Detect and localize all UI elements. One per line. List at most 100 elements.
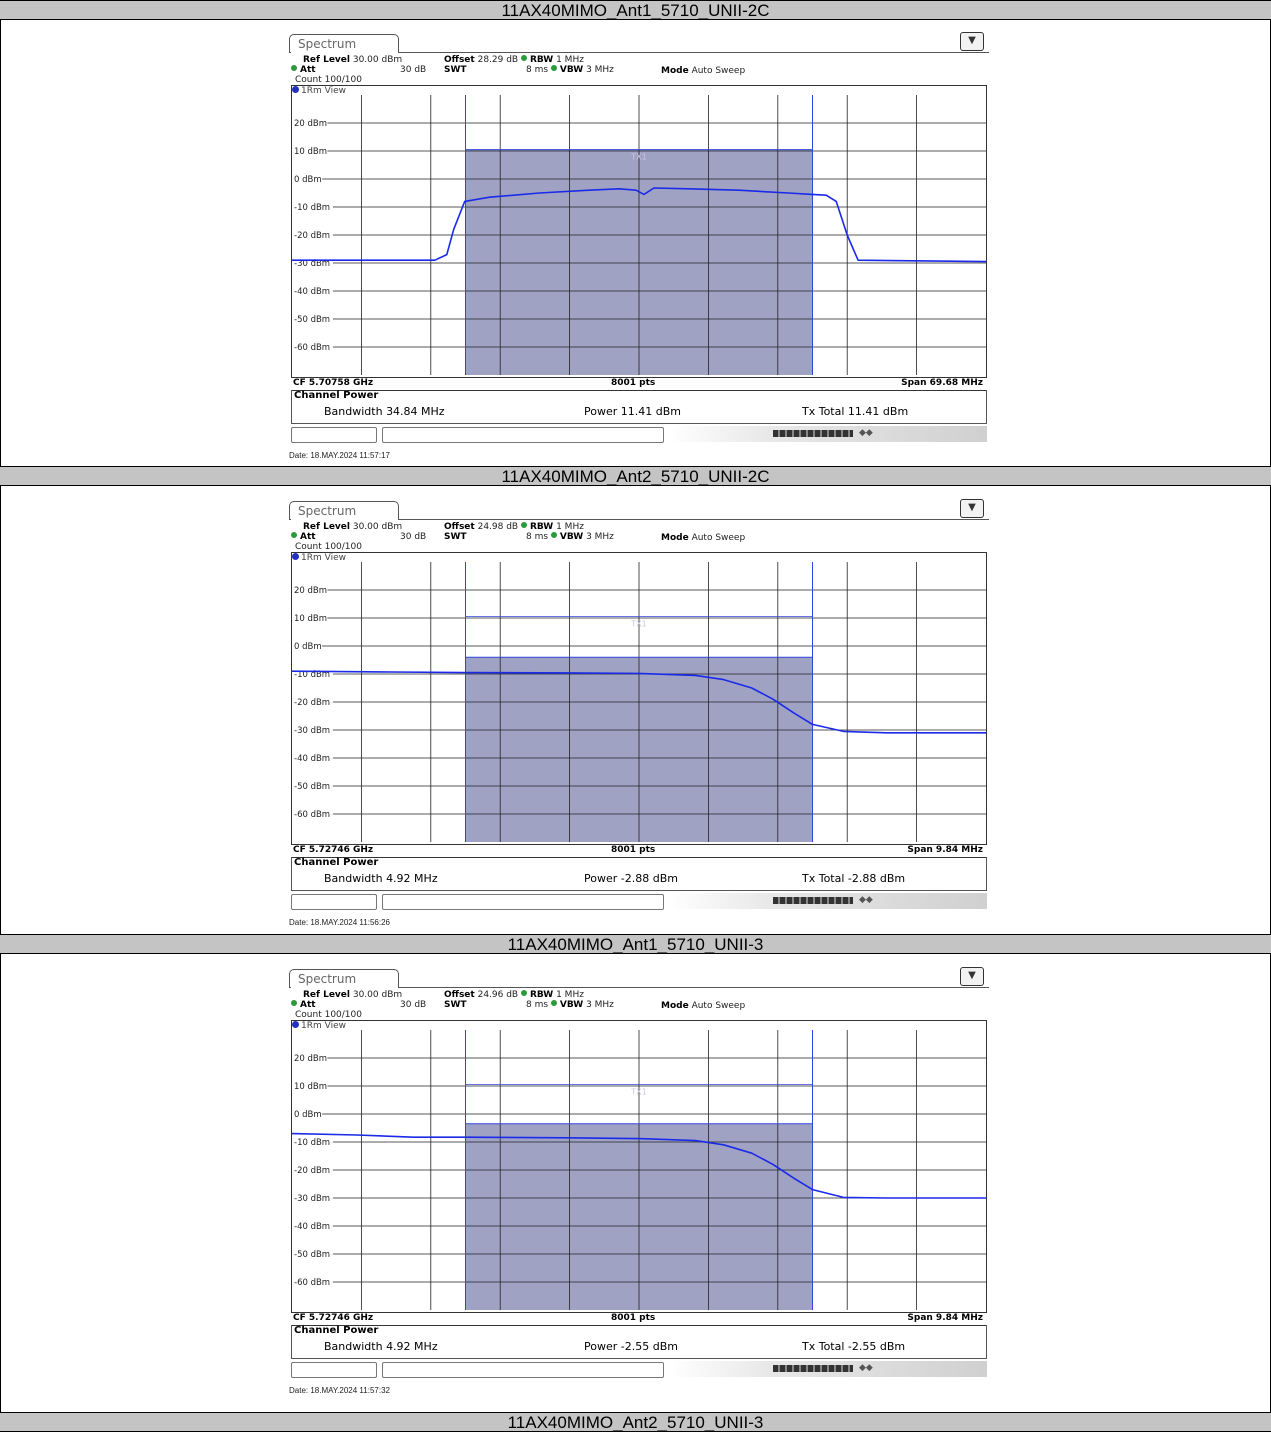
status-field[interactable] <box>291 894 377 910</box>
dropdown-icon[interactable]: ▼ <box>960 499 984 518</box>
att-value: 30 dB <box>400 532 427 542</box>
att-readout: Att <box>291 65 316 75</box>
status-dot-icon <box>291 65 297 71</box>
y-tick-label-bg <box>292 1109 322 1119</box>
y-tick-label-bg <box>292 697 333 707</box>
spectrum-trace <box>292 670 986 734</box>
bandwidth-readout: Bandwidth 4.92 MHz <box>324 872 438 885</box>
channel-power-title: Channel Power <box>294 390 379 401</box>
center-frequency: CF 5.70758 GHz <box>293 378 374 388</box>
capture-date: Date: 18.MAY.2024 11:57:17 <box>289 451 390 460</box>
y-tick-label-bg <box>292 1249 333 1259</box>
tab-divider <box>289 52 291 53</box>
status-dot-icon <box>550 65 557 71</box>
y-tick-label: -60 dBm <box>294 810 330 820</box>
mode-readout: Mode Auto Sweep <box>661 1001 746 1011</box>
count-readout: Count 100/100 <box>295 1010 362 1020</box>
progress-blocks <box>773 897 853 904</box>
y-tick-label: -40 dBm <box>294 1222 330 1232</box>
trace-dot-icon <box>292 553 299 560</box>
y-tick-label: -50 dBm <box>294 315 330 325</box>
att-readout: Att <box>291 1000 316 1010</box>
view-label: 1Rm View <box>292 1021 346 1031</box>
y-tick-label-bg <box>292 753 333 763</box>
y-tick-label: -60 dBm <box>294 1278 330 1288</box>
tab-spectrum[interactable]: Spectrum <box>289 969 399 988</box>
spectrum-screenshot: Spectrum ▼ Ref Level 30.00 dBm Att 30 dB… <box>289 32 989 465</box>
ref-level-readout: Ref Level 30.00 dBm <box>303 990 403 1000</box>
instrument-logo-icon: ◆◆ <box>859 895 873 905</box>
tab-spectrum[interactable]: Spectrum <box>289 34 399 53</box>
y-tick-label-bg <box>292 202 333 212</box>
status-dot-icon <box>550 1000 557 1006</box>
swt-value: 8 ms VBW 3 MHz <box>526 65 614 75</box>
status-dot-icon <box>520 990 527 996</box>
frequency-bar: CF 5.72746 GHz 8001 pts Span 9.84 MHz <box>291 844 987 858</box>
bandwidth-readout: Bandwidth 4.92 MHz <box>324 1340 438 1353</box>
frequency-bar: CF 5.72746 GHz 8001 pts Span 9.84 MHz <box>291 1312 987 1326</box>
y-tick-label: 20 dBm <box>294 586 327 596</box>
y-tick-label: 0 dBm <box>294 175 322 185</box>
trace-dot-icon <box>292 1021 299 1028</box>
y-tick-label-bg <box>292 286 333 296</box>
swt-readout: SWT <box>444 532 467 542</box>
tab-divider <box>289 519 291 520</box>
y-tick-label: -10 dBm <box>294 203 330 213</box>
capture-date: Date: 18.MAY.2024 11:56:26 <box>289 918 390 927</box>
y-tick-label: -30 dBm <box>294 726 330 736</box>
view-label: 1Rm View <box>292 86 346 96</box>
progress-blocks <box>773 1365 853 1372</box>
tx-channel-label: TX1 <box>630 1088 646 1097</box>
dropdown-icon[interactable]: ▼ <box>960 32 984 51</box>
swt-readout: SWT <box>444 1000 467 1010</box>
view-label: 1Rm View <box>292 553 346 563</box>
count-readout: Count 100/100 <box>295 542 362 552</box>
y-tick-label: -20 dBm <box>294 1166 330 1176</box>
tx-total-readout: Tx Total -2.88 dBm <box>802 872 906 885</box>
y-tick-label-bg <box>292 1221 333 1231</box>
ref-level-readout: Ref Level 30.00 dBm <box>303 55 403 65</box>
y-tick-label: -50 dBm <box>294 1250 330 1260</box>
status-bar: ◆◆ <box>289 1361 989 1379</box>
offset-readout: Offset 24.98 dB RBW 1 MHz <box>444 522 584 532</box>
status-field[interactable] <box>382 894 664 910</box>
capture-date: Date: 18.MAY.2024 11:57:32 <box>289 1386 390 1395</box>
y-tick-label: 10 dBm <box>294 614 327 624</box>
y-tick-label-bg <box>292 613 328 623</box>
ref-level-readout: Ref Level 30.00 dBm <box>303 522 403 532</box>
y-tick-label: -10 dBm <box>294 670 330 680</box>
status-bar: ◆◆ <box>289 426 989 444</box>
offset-readout: Offset 24.96 dB RBW 1 MHz <box>444 990 584 1000</box>
section-header: 11AX40MIMO_Ant2_5710_UNII-2C <box>0 466 1271 486</box>
y-tick-label: -20 dBm <box>294 698 330 708</box>
status-field[interactable] <box>291 427 377 443</box>
power-readout: Power 11.41 dBm <box>584 405 681 418</box>
status-dot-icon <box>291 532 297 538</box>
tab-spectrum[interactable]: Spectrum <box>289 501 399 520</box>
att-readout: Att <box>291 532 316 542</box>
y-tick-label-bg <box>292 1193 333 1203</box>
status-field[interactable] <box>382 1362 664 1378</box>
count-readout: Count 100/100 <box>295 75 362 85</box>
power-readout: Power -2.55 dBm <box>584 1340 678 1353</box>
y-tick-label-bg <box>292 1165 333 1175</box>
y-tick-label-bg <box>292 230 333 240</box>
sweep-points: 8001 pts <box>611 1313 656 1323</box>
spectrum-screenshot: Spectrum ▼ Ref Level 30.00 dBm Att 30 dB… <box>289 967 989 1400</box>
section-header: 11AX40MIMO_Ant1_5710_UNII-2C <box>0 0 1271 20</box>
status-field[interactable] <box>291 1362 377 1378</box>
y-tick-label-bg <box>292 1277 333 1287</box>
mode-readout: Mode Auto Sweep <box>661 533 746 543</box>
instrument-logo-icon: ◆◆ <box>859 428 873 438</box>
y-tick-label: -50 dBm <box>294 782 330 792</box>
y-tick-label-bg <box>292 314 333 324</box>
tab-divider <box>399 987 989 988</box>
tab-divider <box>289 987 291 988</box>
status-field[interactable] <box>382 427 664 443</box>
tab-divider <box>399 52 989 53</box>
dropdown-icon[interactable]: ▼ <box>960 967 984 986</box>
y-tick-label: -30 dBm <box>294 1194 330 1204</box>
status-dot-icon <box>520 522 527 528</box>
sweep-points: 8001 pts <box>611 378 656 388</box>
tx-total-readout: Tx Total 11.41 dBm <box>802 405 909 418</box>
